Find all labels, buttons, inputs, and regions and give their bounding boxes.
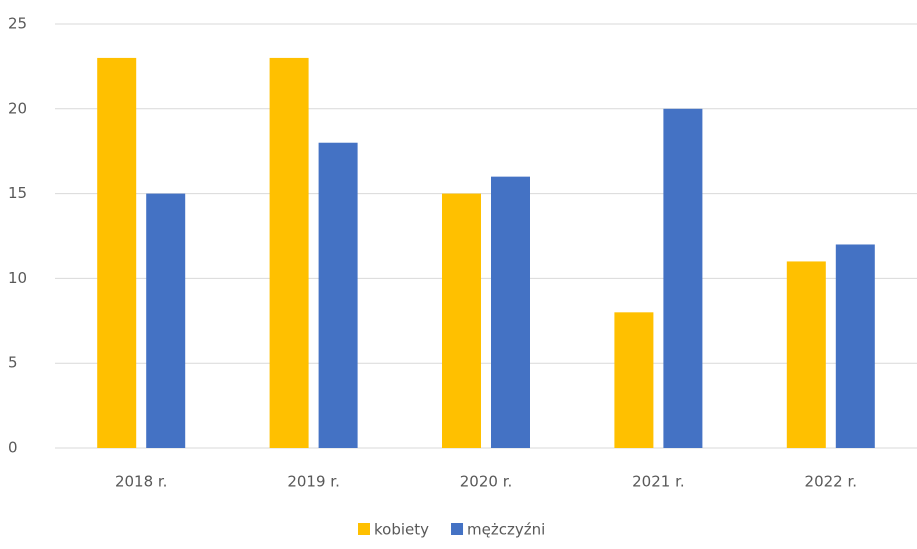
y-tick-label: 5 bbox=[8, 354, 18, 372]
legend-label: mężczyźni bbox=[467, 521, 545, 539]
bar bbox=[318, 142, 358, 448]
bar bbox=[614, 312, 654, 448]
bar bbox=[97, 57, 137, 449]
x-tick-label: 2019 r. bbox=[287, 473, 340, 491]
bar bbox=[663, 108, 703, 449]
bar bbox=[442, 193, 481, 448]
y-tick-label: 10 bbox=[8, 269, 27, 287]
bar bbox=[146, 193, 186, 448]
x-tick-label: 2020 r. bbox=[460, 473, 513, 491]
legend-label: kobiety bbox=[374, 521, 429, 539]
legend-swatch bbox=[451, 523, 464, 535]
y-tick-label: 0 bbox=[8, 439, 18, 457]
y-tick-label: 20 bbox=[8, 99, 27, 117]
y-tick-label: 15 bbox=[8, 184, 27, 202]
x-tick-label: 2021 r. bbox=[632, 473, 685, 491]
bar bbox=[491, 176, 530, 448]
legend-swatch bbox=[358, 523, 370, 535]
bar bbox=[269, 57, 309, 449]
y-tick-label: 25 bbox=[8, 15, 27, 33]
bar bbox=[835, 244, 875, 448]
x-tick-label: 2022 r. bbox=[805, 473, 858, 491]
x-tick-label: 2018 r. bbox=[115, 473, 168, 491]
bar bbox=[786, 261, 826, 448]
